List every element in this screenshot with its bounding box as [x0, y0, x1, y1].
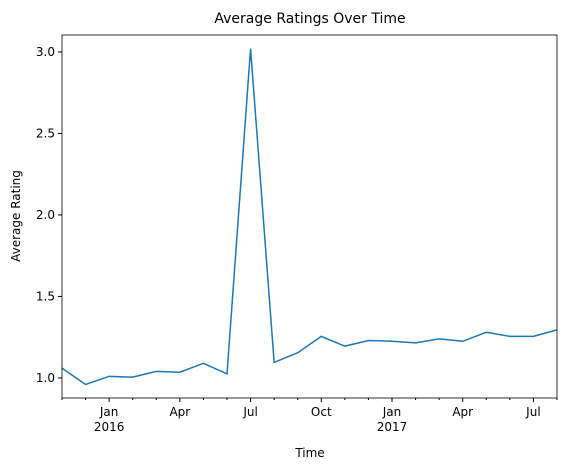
y-tick-label: 1.0 — [36, 371, 55, 385]
x-tick-label: Jul — [242, 405, 257, 419]
x-tick-label: Apr — [452, 405, 473, 419]
x-tick-label: Jan — [99, 405, 119, 419]
chart-title: Average Ratings Over Time — [214, 11, 405, 27]
x-tick-year: 2016 — [94, 420, 125, 434]
x-tick-label: Jul — [525, 405, 540, 419]
y-tick-label: 2.5 — [36, 126, 55, 140]
x-tick-label: Oct — [311, 405, 332, 419]
y-tick-label: 2.0 — [36, 208, 55, 222]
x-tick-year: 2017 — [377, 420, 408, 434]
y-tick-label: 3.0 — [36, 45, 55, 59]
line — [61, 48, 558, 386]
y-axis-label: Average Rating — [9, 170, 23, 262]
x-tick-label: Jan — [382, 405, 402, 419]
x-tick-label: Apr — [169, 405, 190, 419]
plot-frame — [61, 34, 558, 399]
x-axis-label: Time — [294, 446, 324, 460]
y-tick-label: 1.5 — [36, 289, 55, 303]
